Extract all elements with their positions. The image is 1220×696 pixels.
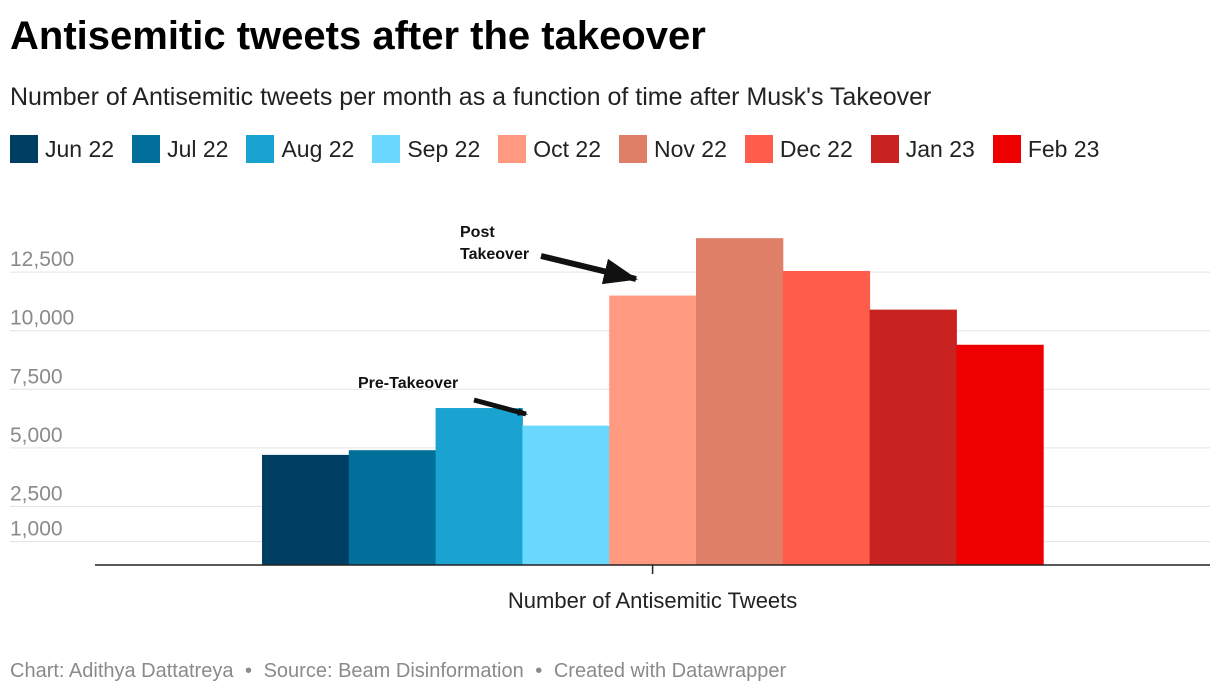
chart-title: Antisemitic tweets after the takeover [10, 14, 706, 58]
legend-item: Dec 22 [744, 135, 853, 163]
annotation-line: Post [460, 224, 495, 241]
annotation-arrow [540, 253, 638, 285]
y-tick-label: 1,000 [10, 518, 63, 541]
legend-swatch [992, 135, 1021, 163]
legend-swatch [619, 135, 648, 163]
legend-swatch [10, 135, 38, 163]
created-with-link[interactable]: Created with Datawrapper [553, 660, 787, 682]
legend-label: Jan 23 [905, 135, 975, 162]
annotation-label: Pre-Takeover [358, 375, 458, 392]
bars [262, 238, 1044, 565]
bar [348, 450, 437, 565]
footer-separator: • [535, 660, 543, 682]
legend-label: Jun 22 [45, 135, 115, 162]
legend-swatch [246, 135, 275, 163]
y-tick-label: 2,500 [10, 482, 63, 505]
legend-item: Oct 22 [498, 135, 601, 163]
annotation-line: Takeover [460, 246, 529, 263]
bar [696, 238, 784, 565]
legend-item: Aug 22 [246, 135, 354, 163]
legend-label: Dec 22 [779, 135, 853, 162]
annotations: Pre-Takeover Post Takeover [358, 224, 638, 417]
bar [869, 309, 957, 565]
bar [956, 344, 1044, 565]
legend-item: Sep 22 [372, 135, 480, 163]
bar [262, 454, 350, 565]
legend-swatch [372, 135, 401, 163]
legend-swatch [870, 135, 899, 163]
footer-separator: • [245, 660, 253, 682]
bar [782, 270, 871, 565]
legend-item: Jul 22 [132, 135, 228, 163]
legend-label: Nov 22 [654, 135, 727, 162]
footer: Chart: Adithya Dattatreya • Source: Beam… [10, 660, 786, 683]
annotation-arrow [473, 397, 528, 417]
y-tick-label: 5,000 [10, 424, 63, 447]
source-link[interactable]: Source: Beam Disinformation [263, 660, 524, 682]
y-tick-label: 10,000 [10, 307, 74, 330]
y-tick-label: 7,500 [10, 365, 63, 388]
bar [522, 425, 610, 565]
legend-item: Nov 22 [619, 135, 727, 163]
y-tick-label: 12,500 [10, 248, 74, 271]
legend: Jun 22 Jul 22 Aug 22 Sep 22 Oct 22 Nov 22 Dec … [10, 135, 1117, 163]
legend-swatch [132, 135, 161, 163]
legend-label: Aug 22 [281, 135, 355, 162]
legend-label: Oct 22 [533, 135, 602, 162]
legend-item: Jun 22 [10, 135, 114, 163]
legend-label: Feb 23 [1027, 135, 1100, 162]
annotation-label: Post Takeover [460, 224, 529, 263]
legend-label: Jul 22 [167, 135, 229, 162]
legend-item: Feb 23 [992, 135, 1100, 163]
bar [435, 408, 523, 565]
x-category-label: Number of Antisemitic Tweets [508, 588, 797, 613]
legend-label: Sep 22 [407, 135, 481, 162]
legend-swatch [744, 135, 773, 163]
chart-subtitle: Number of Antisemitic tweets per month a… [10, 83, 932, 111]
legend-item: Jan 23 [870, 135, 975, 163]
legend-swatch [498, 135, 527, 163]
axes: Number of Antisemitic Tweets [95, 564, 1210, 613]
bar [609, 295, 697, 565]
chart-credit: Chart: Adithya Dattatreya [10, 660, 234, 682]
